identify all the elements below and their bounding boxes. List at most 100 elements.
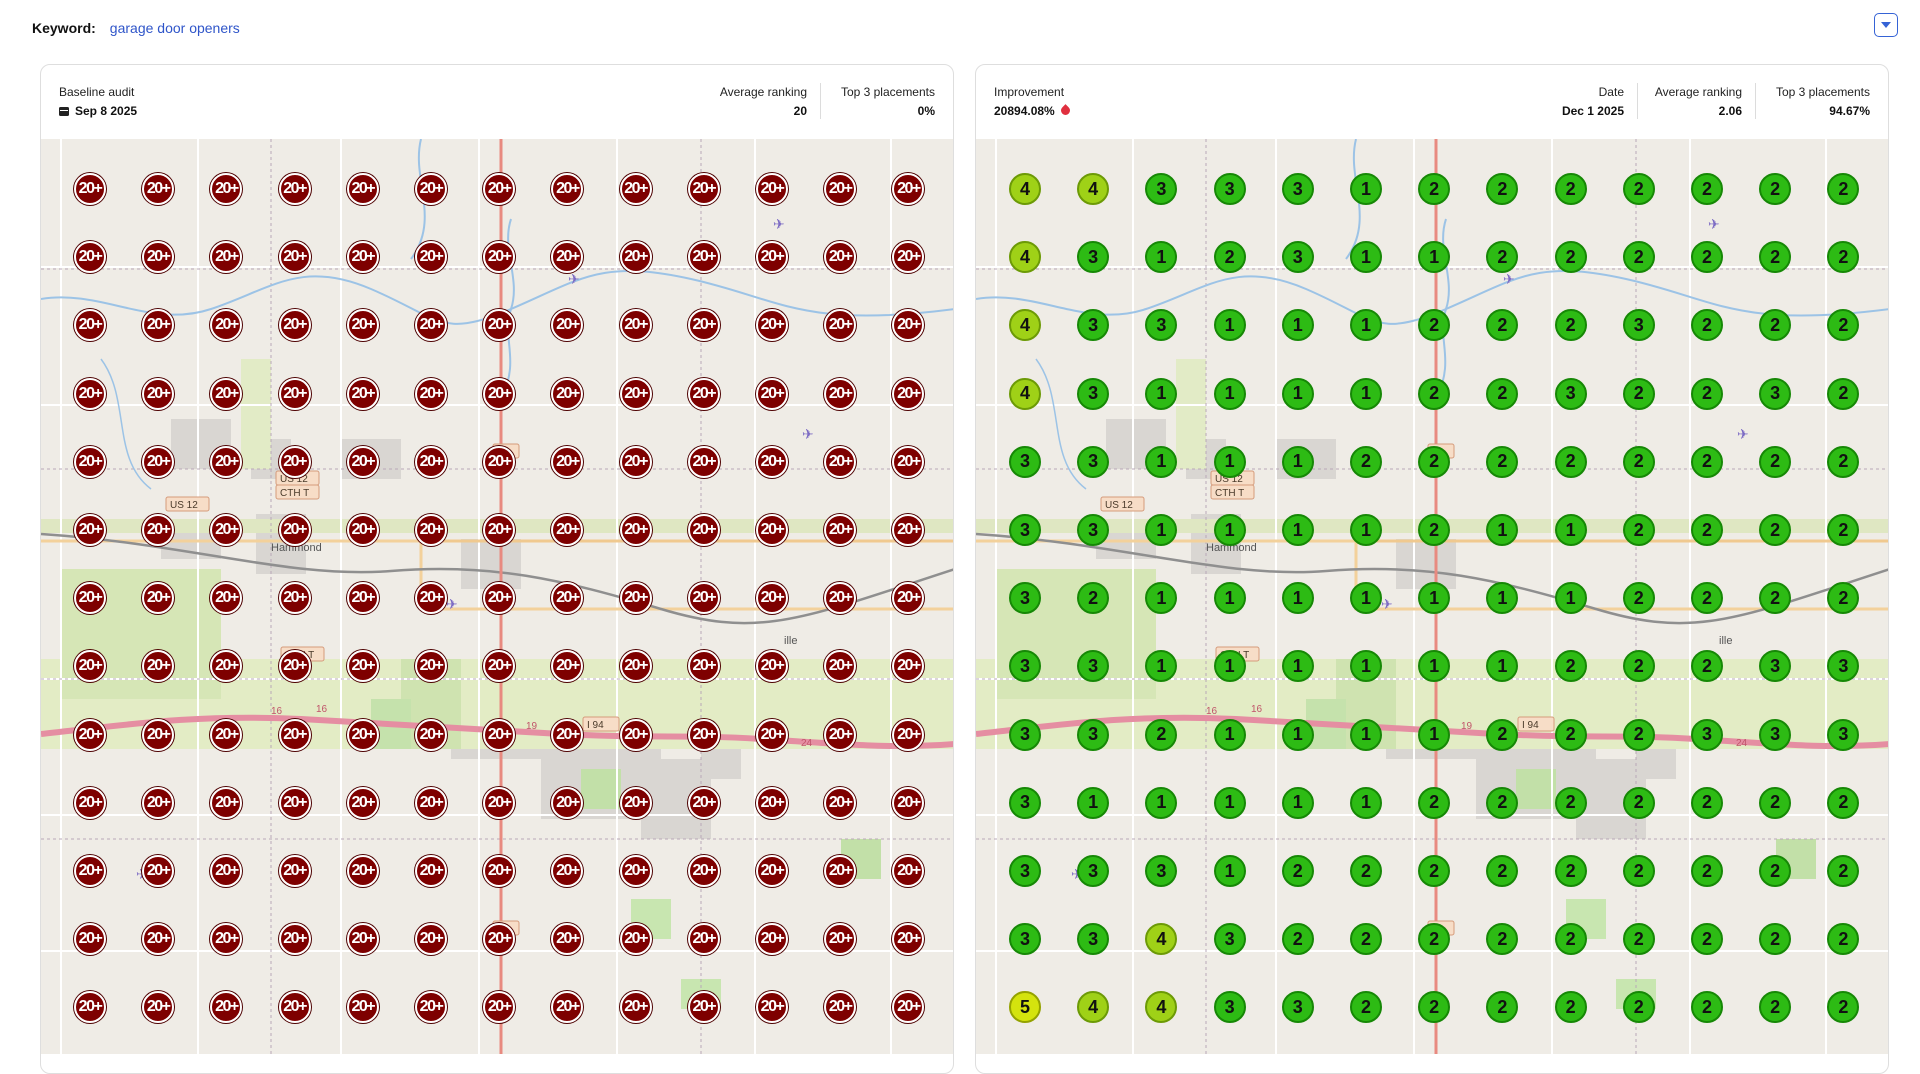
rank-pin[interactable]: 1 — [1145, 650, 1178, 683]
rank-pin[interactable]: 20+ — [756, 786, 788, 819]
rank-pin[interactable]: 3 — [1145, 173, 1178, 205]
rank-pin[interactable]: 20+ — [278, 445, 311, 478]
rank-pin[interactable]: 3 — [1077, 241, 1110, 274]
rank-pin[interactable]: 20+ — [74, 241, 106, 274]
rank-pin[interactable]: 1 — [1145, 786, 1178, 819]
rank-pin[interactable]: 20+ — [346, 991, 379, 1024]
rank-pin[interactable]: 2 — [1418, 923, 1451, 956]
rank-pin[interactable]: 20+ — [415, 786, 447, 819]
rank-pin[interactable]: 20+ — [551, 514, 584, 546]
rank-pin[interactable]: 20+ — [210, 855, 243, 887]
rank-pin[interactable]: 20+ — [756, 514, 788, 546]
rank-pin[interactable]: 1 — [1213, 582, 1246, 615]
rank-pin[interactable]: 20+ — [210, 377, 243, 410]
rank-pin[interactable]: 20+ — [824, 650, 857, 683]
rank-pin[interactable]: 2 — [1759, 923, 1792, 956]
rank-pin[interactable]: 2 — [1759, 445, 1792, 478]
rank-pin[interactable]: 4 — [1009, 241, 1041, 274]
rank-pin[interactable]: 2 — [1486, 309, 1519, 342]
rank-pin[interactable]: 2 — [1486, 718, 1519, 751]
rank-pin[interactable]: 3 — [1077, 309, 1110, 342]
rank-pin[interactable]: 2 — [1691, 514, 1723, 546]
rank-pin[interactable]: 20+ — [551, 786, 584, 819]
keyword-dropdown-button[interactable] — [1874, 13, 1898, 37]
rank-pin[interactable]: 2 — [1691, 991, 1723, 1024]
rank-pin[interactable]: 20+ — [415, 718, 447, 751]
rank-pin[interactable]: 3 — [1077, 445, 1110, 478]
rank-pin[interactable]: 2 — [1622, 991, 1655, 1024]
rank-pin[interactable]: 2 — [1554, 173, 1587, 205]
rank-pin[interactable]: 1 — [1350, 377, 1382, 410]
rank-pin[interactable]: 20+ — [551, 173, 584, 205]
rank-pin[interactable]: 4 — [1077, 173, 1110, 205]
rank-pin[interactable]: 20+ — [483, 582, 516, 615]
rank-pin[interactable]: 20+ — [210, 309, 243, 342]
rank-pin[interactable]: 20+ — [278, 650, 311, 683]
rank-pin[interactable]: 1 — [1350, 173, 1382, 205]
rank-pin[interactable]: 20+ — [619, 650, 652, 683]
rank-pin[interactable]: 20+ — [346, 241, 379, 274]
rank-pin[interactable]: 2 — [1418, 445, 1451, 478]
rank-pin[interactable]: 1 — [1486, 582, 1519, 615]
rank-pin[interactable]: 2 — [1691, 582, 1723, 615]
rank-pin[interactable]: 20+ — [278, 923, 311, 956]
rank-pin[interactable]: 3 — [1009, 582, 1041, 615]
rank-pin[interactable]: 4 — [1077, 991, 1110, 1024]
rank-pin[interactable]: 20+ — [619, 991, 652, 1024]
rank-pin[interactable]: 20+ — [551, 855, 584, 887]
rank-pin[interactable]: 20+ — [619, 923, 652, 956]
rank-pin[interactable]: 5 — [1009, 991, 1041, 1024]
rank-pin[interactable]: 2 — [1759, 582, 1792, 615]
rank-pin[interactable]: 20+ — [551, 377, 584, 410]
rank-pin[interactable]: 20+ — [210, 582, 243, 615]
rank-pin[interactable]: 20+ — [756, 650, 788, 683]
rank-pin[interactable]: 1 — [1554, 514, 1587, 546]
rank-pin[interactable]: 3 — [1759, 650, 1792, 683]
rank-pin[interactable]: 20+ — [483, 445, 516, 478]
rank-pin[interactable]: 20+ — [892, 582, 925, 615]
rank-pin[interactable]: 20+ — [142, 718, 175, 751]
rank-pin[interactable]: 3 — [1622, 309, 1655, 342]
rank-pin[interactable]: 2 — [1827, 514, 1860, 546]
rank-pin[interactable]: 20+ — [756, 582, 788, 615]
rank-pin[interactable]: 20+ — [346, 582, 379, 615]
rank-pin[interactable]: 2 — [1691, 173, 1723, 205]
rank-pin[interactable]: 20+ — [824, 173, 857, 205]
rank-pin[interactable]: 20+ — [892, 786, 925, 819]
rank-pin[interactable]: 20+ — [346, 445, 379, 478]
rank-pin[interactable]: 3 — [1009, 514, 1041, 546]
rank-pin[interactable]: 2 — [1827, 923, 1860, 956]
rank-pin[interactable]: 20+ — [551, 991, 584, 1024]
rank-pin[interactable]: 3 — [1077, 514, 1110, 546]
rank-pin[interactable]: 1 — [1350, 718, 1382, 751]
rank-pin[interactable]: 20+ — [142, 991, 175, 1024]
rank-pin[interactable]: 20+ — [687, 718, 720, 751]
rank-pin[interactable]: 3 — [1009, 718, 1041, 751]
rank-pin[interactable]: 20+ — [824, 582, 857, 615]
rank-pin[interactable]: 1 — [1418, 582, 1451, 615]
rank-pin[interactable]: 1 — [1486, 650, 1519, 683]
rank-pin[interactable]: 2 — [1418, 991, 1451, 1024]
rank-pin[interactable]: 20+ — [415, 991, 447, 1024]
rank-pin[interactable]: 3 — [1691, 718, 1723, 751]
rank-pin[interactable]: 1 — [1418, 650, 1451, 683]
rank-pin[interactable]: 20+ — [74, 991, 106, 1024]
rank-pin[interactable]: 20+ — [483, 650, 516, 683]
rank-pin[interactable]: 1 — [1350, 241, 1382, 274]
rank-pin[interactable]: 20+ — [210, 991, 243, 1024]
rank-pin[interactable]: 20+ — [415, 650, 447, 683]
rank-pin[interactable]: 2 — [1691, 786, 1723, 819]
rank-pin[interactable]: 2 — [1622, 514, 1655, 546]
rank-pin[interactable]: 20+ — [687, 514, 720, 546]
rank-pin[interactable]: 2 — [1281, 923, 1314, 956]
rank-pin[interactable]: 20+ — [892, 173, 925, 205]
rank-pin[interactable]: 2 — [1622, 786, 1655, 819]
rank-pin[interactable]: 2 — [1486, 991, 1519, 1024]
rank-pin[interactable]: 20+ — [824, 514, 857, 546]
rank-pin[interactable]: 2 — [1554, 991, 1587, 1024]
rank-pin[interactable]: 20+ — [346, 923, 379, 956]
rank-pin[interactable]: 2 — [1691, 855, 1723, 887]
rank-pin[interactable]: 2 — [1418, 855, 1451, 887]
rank-pin[interactable]: 3 — [1281, 173, 1314, 205]
rank-pin[interactable]: 20+ — [278, 309, 311, 342]
